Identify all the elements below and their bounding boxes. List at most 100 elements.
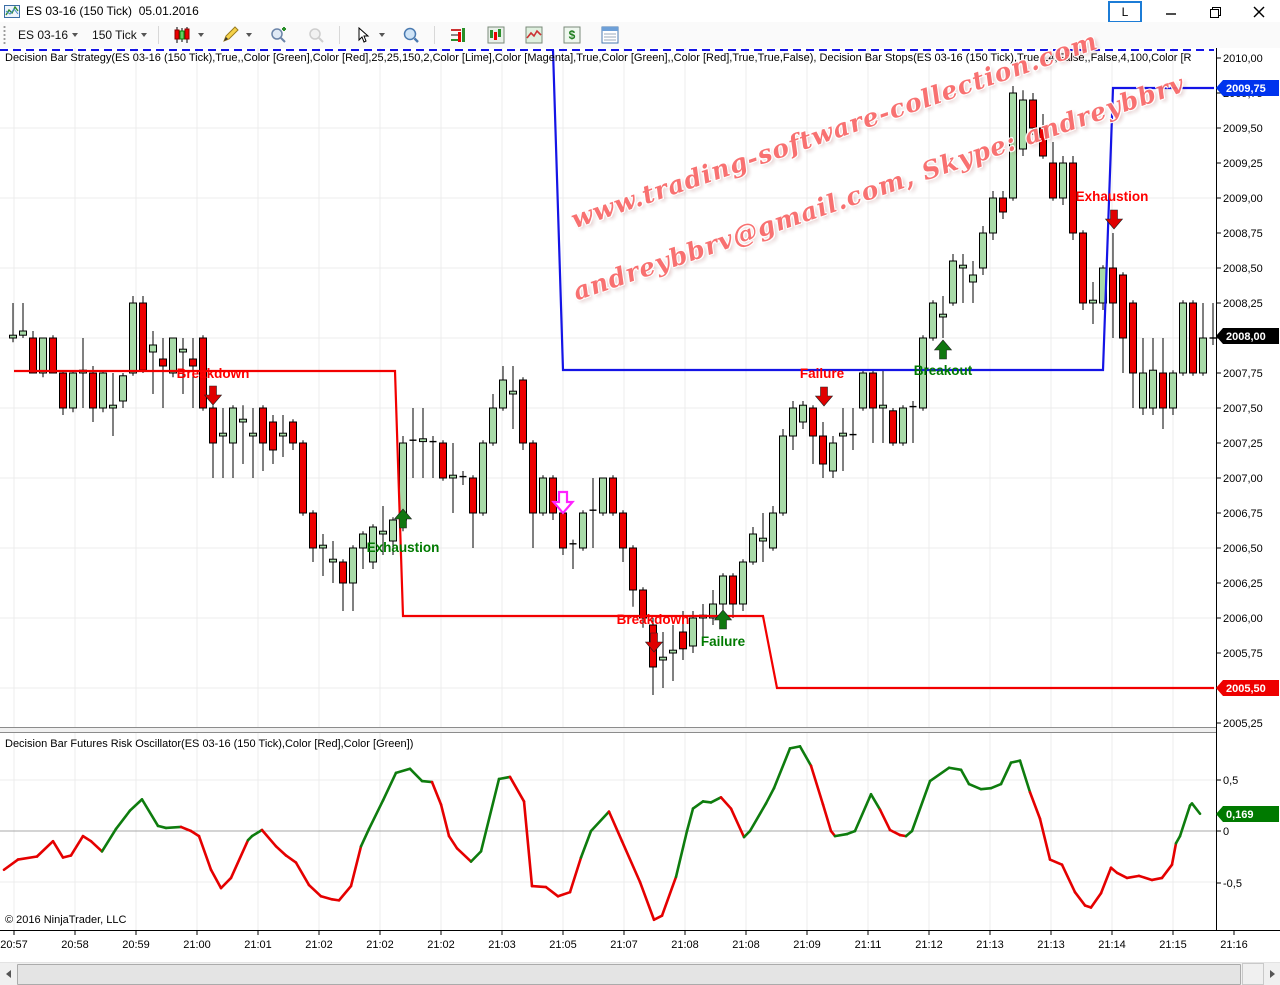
- oscillator-segment: [209, 868, 223, 890]
- chart-canvas[interactable]: Breakdown Exhaustion Breakdown Failure Failu…: [0, 48, 1280, 958]
- oscillator-axis-label: -0,5: [1223, 878, 1242, 890]
- chevron-down-icon: [197, 33, 204, 37]
- candle-body: [979, 232, 987, 269]
- price-axis-label: 2008,50: [1223, 263, 1263, 275]
- price-axis-background: [1216, 48, 1280, 930]
- blue-stop-line: [551, 49, 1214, 372]
- candle-body: [1019, 99, 1027, 150]
- cursor-button[interactable]: [344, 23, 392, 47]
- oscillator-segment: [394, 767, 412, 775]
- candle-body: [349, 547, 357, 584]
- oscillator-segment: [497, 775, 512, 781]
- close-button[interactable]: [1244, 3, 1274, 21]
- chart-trader-icon: [484, 25, 508, 45]
- candle-body: [369, 526, 377, 563]
- time-axis[interactable]: 20:57 20:58 20:59 21:00 21:01 21:02 21:02 21:02…: [0, 930, 1280, 958]
- data-box-button[interactable]: [392, 23, 430, 47]
- oscillator-segment: [1109, 866, 1119, 875]
- signal-label: Failure: [701, 634, 746, 649]
- oscillator-segment: [430, 780, 443, 806]
- candle-body: [119, 375, 127, 402]
- oscillator-segment: [197, 834, 213, 872]
- signal-label: Failure: [800, 366, 845, 381]
- toolbar: ES 03-16 150 Tick $: [0, 22, 1280, 49]
- price-tag-label: 2008,00: [1226, 331, 1266, 343]
- scrollbar-splitter[interactable]: [1242, 963, 1264, 985]
- data-box-icon: [399, 25, 423, 45]
- candle-body: [1009, 92, 1017, 199]
- oscillator-segment: [219, 876, 233, 890]
- candle-body: [389, 519, 397, 542]
- oscillator-segment: [51, 839, 65, 859]
- candle-body: [209, 407, 217, 444]
- price-axis-label: 2006,25: [1223, 578, 1263, 590]
- horizontal-scrollbar[interactable]: [0, 962, 1280, 985]
- zoom-out-icon: [304, 25, 328, 45]
- currency-button[interactable]: $: [553, 23, 591, 47]
- oscillator-segment: [729, 807, 746, 839]
- chart-trader-button[interactable]: [477, 23, 515, 47]
- panel-separator: [0, 727, 1280, 733]
- oscillator-segment: [719, 796, 733, 810]
- oscillator-segment: [337, 884, 353, 902]
- chart-style-button[interactable]: [163, 23, 211, 47]
- time-axis-label: 21:03: [488, 939, 516, 951]
- time-axis-label: 21:11: [855, 939, 882, 951]
- oscillator-segment: [69, 834, 85, 857]
- properties-button[interactable]: [591, 23, 629, 47]
- mini-chart-button[interactable]: [515, 23, 553, 47]
- minimize-button[interactable]: [1156, 3, 1186, 21]
- oscillator-segment: [845, 829, 857, 836]
- candle-body: [809, 407, 817, 437]
- drawing-tools-icon: [218, 25, 242, 45]
- candle-body: [129, 302, 137, 374]
- indicators-button[interactable]: [439, 23, 477, 47]
- candle-body: [89, 372, 97, 409]
- oscillator-segment: [821, 803, 833, 833]
- properties-icon: [598, 25, 622, 45]
- time-axis-label: 20:59: [122, 939, 150, 951]
- instrument-selector[interactable]: ES 03-16: [11, 23, 85, 47]
- time-axis-label: 21:08: [732, 939, 760, 951]
- time-axis-label: 21:05: [549, 939, 577, 951]
- restore-button[interactable]: [1200, 3, 1230, 21]
- zoom-in-button[interactable]: [259, 23, 297, 47]
- toolbar-grip[interactable]: [2, 26, 7, 44]
- candle-body: [669, 649, 677, 654]
- left-arrow-icon: [5, 970, 11, 978]
- zoom-out-button[interactable]: [297, 23, 335, 47]
- candle-body: [139, 302, 147, 371]
- time-axis-label: 21:14: [1098, 939, 1126, 951]
- price-tag: [1216, 328, 1279, 344]
- candle-body: [609, 477, 617, 514]
- link-button[interactable]: L: [1108, 1, 1142, 23]
- candle-body: [439, 442, 447, 479]
- scroll-right-button[interactable]: [1264, 963, 1280, 985]
- drawing-tools-button[interactable]: [211, 23, 259, 47]
- oscillator-segment: [294, 861, 311, 887]
- time-axis-label: 20:57: [0, 939, 28, 951]
- candle-body: [779, 435, 787, 514]
- period-selector[interactable]: 150 Tick: [85, 23, 154, 47]
- candle-body: [599, 477, 607, 514]
- candle-body: [319, 544, 327, 549]
- scrollbar-thumb[interactable]: [17, 964, 1241, 985]
- oscillator-segment: [674, 829, 689, 879]
- time-axis-label: 21:09: [793, 939, 821, 951]
- candle-body: [49, 337, 57, 374]
- candle-body: [1059, 162, 1067, 199]
- time-axis-label: 21:08: [671, 939, 699, 951]
- scroll-left-button[interactable]: [0, 963, 16, 985]
- time-axis-label: 21:02: [305, 939, 333, 951]
- candle-body: [969, 274, 977, 283]
- oscillator-segment: [1137, 874, 1154, 882]
- price-axis-label: 2008,25: [1223, 298, 1263, 310]
- signal-label: Exhaustion: [367, 540, 440, 555]
- price-axis[interactable]: 2010,00 2009,75 2009,50 2009,25 2009,00 2008,…: [1216, 48, 1280, 930]
- oscillator-segment: [1190, 802, 1202, 816]
- candle-body: [749, 533, 757, 563]
- arrow-up-icon: [933, 339, 953, 360]
- oscillator-segment: [691, 800, 705, 810]
- oscillator-segment: [788, 745, 802, 750]
- oscillator-segment: [229, 838, 250, 880]
